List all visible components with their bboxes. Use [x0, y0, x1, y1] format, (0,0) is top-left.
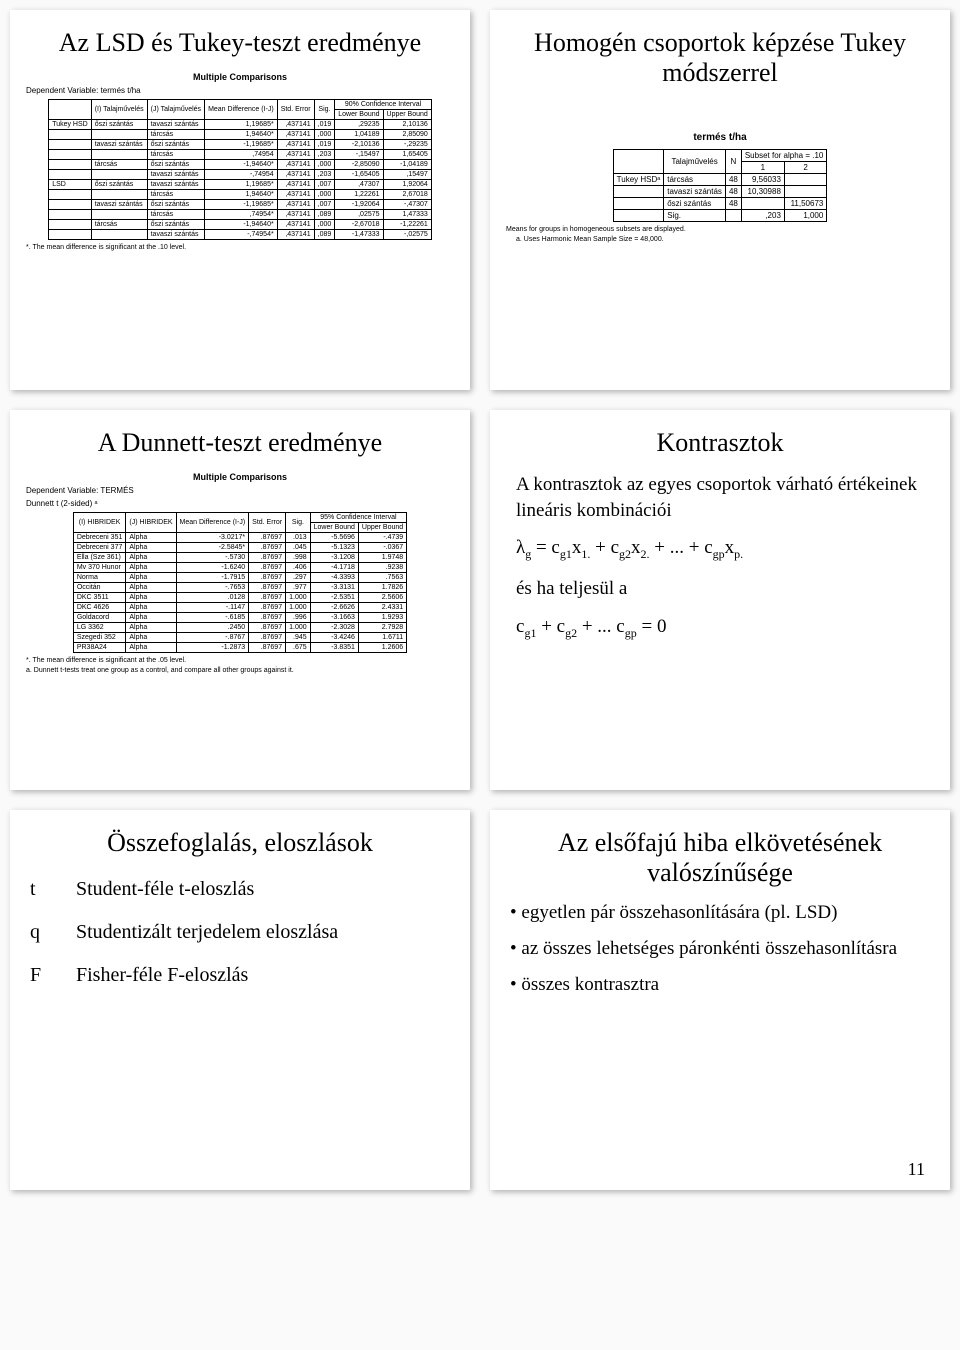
panel-lsd-tukey: Az LSD és Tukey-teszt eredménye Multiple… — [10, 10, 470, 390]
footnote1: Means for groups in homogeneous subsets … — [506, 226, 934, 233]
table-row: tárcsásőszi szántás-1,94640*,437141,000-… — [49, 219, 432, 229]
panel-homogen: Homogén csoportok képzése Tukey módszerr… — [490, 10, 950, 390]
table-row: Mv 370 HunorAlpha-1.6240.87697.406-4.171… — [73, 562, 406, 572]
comparison-table: (I) Talajművelés (J) Talajművelés Mean D… — [48, 99, 432, 240]
table-row: Szegedi 352Alpha-.8767.87697.945-3.42461… — [73, 632, 406, 642]
table-row: Tukey HSDᵃtárcsás489,56033 — [613, 173, 827, 185]
table-row: tárcsásőszi szántás-1,94640*,437141,000-… — [49, 159, 432, 169]
table-row: tavaszi szántásőszi szántás-1,19685*,437… — [49, 139, 432, 149]
intro: A kontrasztok az egyes csoportok várható… — [516, 472, 924, 523]
table-row: OccitánAlpha-.7653.87697.977-3.31311.782… — [73, 582, 406, 592]
table-row: őszi szántás4811,50673 — [613, 197, 827, 209]
table-row: LSDőszi szántástavaszi szántás1,19685*,4… — [49, 179, 432, 189]
footnote: *. The mean difference is significant at… — [26, 244, 454, 251]
list-item: tStudent-féle t-eloszlás — [30, 878, 450, 901]
dep2: Dunnett t (2-sided) ᵃ — [26, 499, 454, 508]
table-row: DKC 4626Alpha-.1147.876971.000-2.66262.4… — [73, 602, 406, 612]
table-row: LG 3362Alpha.2450.876971.000-2.30282.792… — [73, 622, 406, 632]
table-row: Debreceni 351Alpha-3.0217*.87697.013-5.5… — [73, 532, 406, 542]
panel-kontrasztok: Kontrasztok A kontrasztok az egyes csopo… — [490, 410, 950, 790]
subtitle: Multiple Comparisons — [26, 72, 454, 82]
page-number: 11 — [908, 1159, 925, 1180]
footnote1: *. The mean difference is significant at… — [26, 657, 454, 664]
footnote2: a. Dunnett t-tests treat one group as a … — [26, 667, 454, 674]
table-row: Ella (Sze 361)Alpha-.5730.87697.998-3.12… — [73, 552, 406, 562]
list-item: qStudentizált terjedelem eloszlása — [30, 921, 450, 944]
title: Az elsőfajú hiba elkövetésének valószínű… — [506, 828, 934, 888]
bullet-item: • az összes lehetséges páronkénti összeh… — [524, 938, 930, 960]
table-row: PR38A24Alpha-1.2873.87697.675-3.83511.26… — [73, 642, 406, 652]
footnote2: a. Uses Harmonic Mean Sample Size = 48,0… — [516, 236, 934, 243]
subtitle: Multiple Comparisons — [26, 472, 454, 482]
panel-dunnett: A Dunnett-teszt eredménye Multiple Compa… — [10, 410, 470, 790]
subset-table: Talajművelés N Subset for alpha = .10 1 … — [613, 149, 828, 222]
table-row: Tukey HSDőszi szántástavaszi szántás1,19… — [49, 119, 432, 129]
tbl-title: termés t/ha — [506, 132, 934, 143]
table-row: tárcsás,74954,437141,203-,154971,65405 — [49, 149, 432, 159]
table-row: tárcsás1,94640*,437141,0001,222612,67018 — [49, 189, 432, 199]
table-row: DKC 3511Alpha.0128.876971.000-2.53512.56… — [73, 592, 406, 602]
title: Homogén csoportok képzése Tukey módszerr… — [506, 28, 934, 88]
bullet-item: • összes kontrasztra — [524, 974, 930, 996]
table-row: tárcsás1,94640*,437141,0001,041892,85090 — [49, 129, 432, 139]
table-row: tavaszi szántás-,74954,437141,203-1,6540… — [49, 169, 432, 179]
list-item: FFisher-féle F-eloszlás — [30, 964, 450, 987]
table-row: tavaszi szántás4810,30988 — [613, 185, 827, 197]
formula2: cg1 + cg2 + ... cgp = 0 — [516, 616, 924, 641]
title: Összefoglalás, eloszlások — [26, 828, 454, 858]
formula1: λg = cg1x1. + cg2x2. + ... + cgpxp. — [516, 537, 924, 562]
bullet-item: • egyetlen pár összehasonlítására (pl. L… — [524, 902, 930, 924]
table-row: tárcsás,74954*,437141,089,025751,47333 — [49, 209, 432, 219]
table-row: Debreceni 377Alpha-2.5845*.87697.045-5.1… — [73, 542, 406, 552]
table-row: tavaszi szántásőszi szántás-1,19685*,437… — [49, 199, 432, 209]
dunnett-table: (I) HIBRIDEK (J) HIBRIDEK Mean Differenc… — [73, 512, 407, 653]
title: Az LSD és Tukey-teszt eredménye — [26, 28, 454, 58]
table-row: NormaAlpha-1.7915.87697.297-4.3393.7563 — [73, 572, 406, 582]
dep-var: Dependent Variable: termés t/ha — [26, 86, 454, 95]
table-row: tavaszi szántás-,74954*,437141,089-1,473… — [49, 229, 432, 239]
dep1: Dependent Variable: TERMÉS — [26, 486, 454, 495]
panel-osszefoglalas: Összefoglalás, eloszlások tStudent-féle … — [10, 810, 470, 1190]
table-row: GoldacordAlpha-.6185.87697.996-3.16631.9… — [73, 612, 406, 622]
text2: és ha teljesül a — [516, 576, 924, 602]
panel-elsofaju: Az elsőfajú hiba elkövetésének valószínű… — [490, 810, 950, 1190]
table-row: Sig.,2031,000 — [613, 209, 827, 221]
title: Kontrasztok — [506, 428, 934, 458]
title: A Dunnett-teszt eredménye — [26, 428, 454, 458]
